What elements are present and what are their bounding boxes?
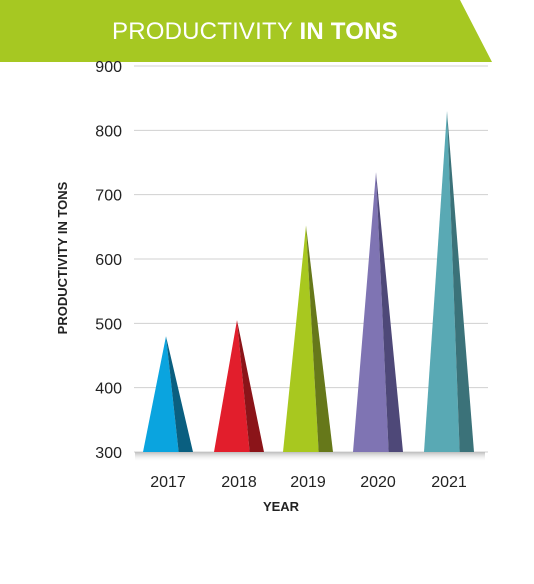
x-axis-ticks: 2017 2018 2019 2020 2021: [150, 474, 467, 491]
bar-2018: [214, 320, 264, 452]
title-banner-shape: [0, 0, 492, 62]
y-tick-label-400: 400: [95, 381, 122, 398]
y-tick-label-500: 500: [95, 316, 122, 333]
chart-title-part2: IN TONS: [299, 18, 398, 45]
chart-title-part1: PRODUCTIVITY: [112, 18, 300, 45]
y-tick-label-700: 700: [95, 188, 122, 205]
bar-side-2017: [166, 336, 193, 452]
bar-side-2021: [447, 111, 474, 453]
bar-2021: [424, 111, 474, 453]
y-tick-label-900: 900: [95, 59, 122, 76]
bar-face-2020: [353, 172, 389, 452]
baseline-shadow: [135, 452, 485, 462]
chart-title: PRODUCTIVITY IN TONS: [112, 14, 398, 50]
y-tick-label-600: 600: [95, 252, 122, 269]
x-tick-label-2018: 2018: [221, 474, 257, 491]
bar-face-2017: [143, 336, 179, 452]
bar-face-2019: [283, 225, 319, 452]
bar-face-2018: [214, 320, 250, 452]
bar-2019: [283, 225, 333, 452]
bar-2020: [353, 172, 403, 452]
y-axis-label: PRODUCTIVITY IN TONS: [55, 181, 70, 334]
x-tick-label-2019: 2019: [290, 474, 326, 491]
bar-face-2021: [424, 111, 460, 453]
y-tick-label-800: 800: [95, 123, 122, 140]
bar-2017: [143, 336, 193, 452]
bar-side-2019: [306, 225, 333, 452]
y-tick-label-300: 300: [95, 445, 122, 462]
x-tick-label-2020: 2020: [360, 474, 396, 491]
x-tick-label-2021: 2021: [431, 474, 467, 491]
x-tick-label-2017: 2017: [150, 474, 186, 491]
bar-side-2018: [237, 320, 264, 452]
bar-side-2020: [376, 172, 403, 452]
y-axis-ticks: 300 400 500 600 700 800 900: [95, 59, 122, 462]
bars: [143, 111, 474, 453]
x-axis-label: YEAR: [263, 499, 300, 514]
title-banner: [0, 0, 492, 62]
